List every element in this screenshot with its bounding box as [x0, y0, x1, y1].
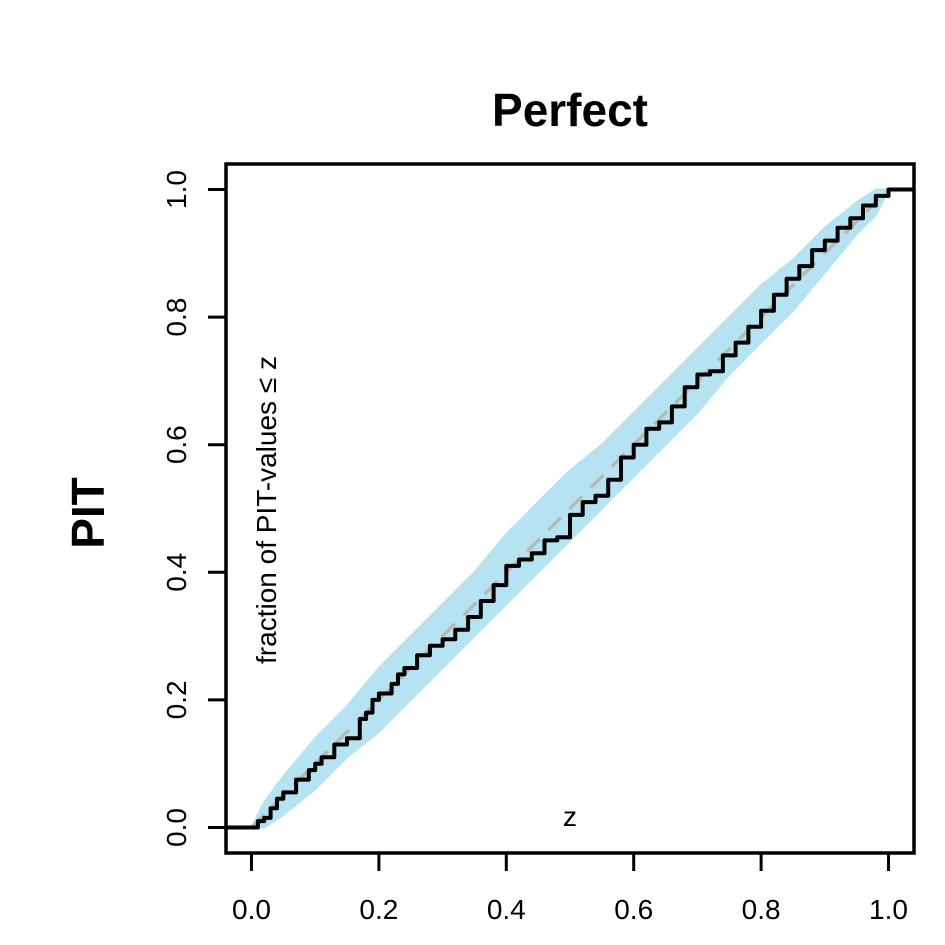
- x-tick-label: 0.6: [614, 894, 653, 925]
- y-tick-label: 1.0: [161, 170, 192, 209]
- y-tick-label: 0.6: [161, 425, 192, 464]
- y-axis: 0.0 0.2 0.4 0.6 0.8 1.0: [161, 170, 226, 847]
- reference-line: [250, 188, 890, 829]
- plot-frame: [224, 162, 916, 855]
- ecdf-line: [226, 187, 914, 830]
- x-tick-label: 0.4: [487, 894, 526, 925]
- reference-diagonal: [250, 188, 890, 829]
- x-tick-label: 0.0: [232, 894, 271, 925]
- y-tick-label: 0.4: [161, 553, 192, 592]
- x-tick-label: 1.0: [869, 894, 908, 925]
- x-tick-label: 0.2: [359, 894, 398, 925]
- y-tick-label: 0.0: [161, 808, 192, 847]
- ecdf-series-0: [226, 187, 914, 830]
- y-tick-label: 0.8: [161, 298, 192, 337]
- y-axis-label: fraction of PIT-values ≤ z: [251, 356, 282, 664]
- x-axis: 0.0 0.2 0.4 0.6 0.8 1.0: [232, 853, 908, 925]
- chart-title: Perfect: [492, 84, 648, 136]
- x-tick-label: 0.8: [742, 894, 781, 925]
- x-axis-label: z: [563, 801, 577, 832]
- y-tick-label: 0.2: [161, 680, 192, 719]
- side-label: PIT: [62, 477, 114, 549]
